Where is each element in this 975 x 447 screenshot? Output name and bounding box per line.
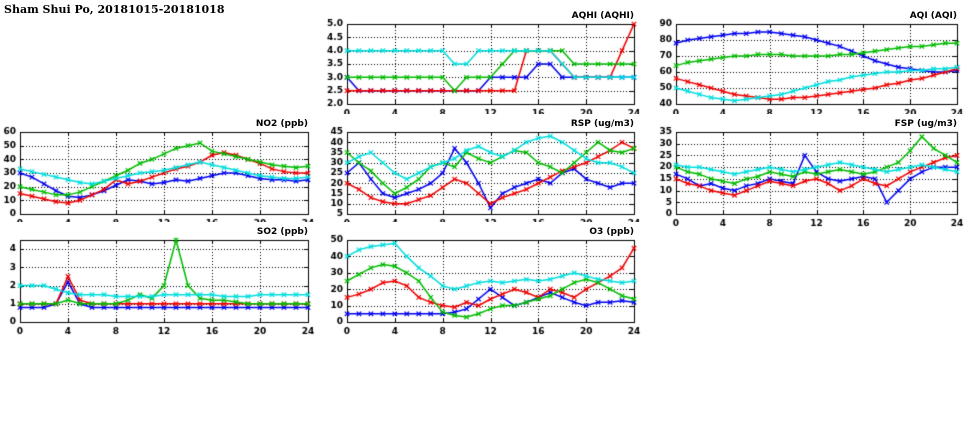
aqi-plot-canvas xyxy=(652,6,967,128)
no2-plot-canvas xyxy=(0,114,318,238)
chart-o3: O3 (ppb) xyxy=(323,222,644,346)
page-title: Sham Shui Po, 20181015-20181018 xyxy=(4,3,225,16)
chart-title-o3: O3 (ppb) xyxy=(589,227,634,237)
chart-rsp: RSP (ug/m3) xyxy=(323,114,644,238)
so2-plot-canvas xyxy=(0,222,318,346)
chart-title-aqhi: AQHI (AQHI) xyxy=(571,11,634,21)
chart-aqi: AQI (AQI) xyxy=(652,6,967,128)
chart-aqhi: AQHI (AQHI) xyxy=(317,6,644,128)
chart-title-rsp: RSP (ug/m3) xyxy=(570,119,634,129)
fsp-plot-canvas xyxy=(652,114,967,238)
chart-so2: SO2 (ppb) xyxy=(0,222,318,346)
chart-title-no2: NO2 (ppb) xyxy=(255,119,308,129)
chart-title-so2: SO2 (ppb) xyxy=(256,227,308,237)
chart-fsp: FSP (ug/m3) xyxy=(652,114,967,238)
rsp-plot-canvas xyxy=(323,114,644,238)
chart-no2: NO2 (ppb) xyxy=(0,114,318,238)
chart-title-aqi: AQI (AQI) xyxy=(909,11,957,21)
aqhi-plot-canvas xyxy=(317,6,644,128)
o3-plot-canvas xyxy=(323,222,644,346)
chart-title-fsp: FSP (ug/m3) xyxy=(894,119,957,129)
